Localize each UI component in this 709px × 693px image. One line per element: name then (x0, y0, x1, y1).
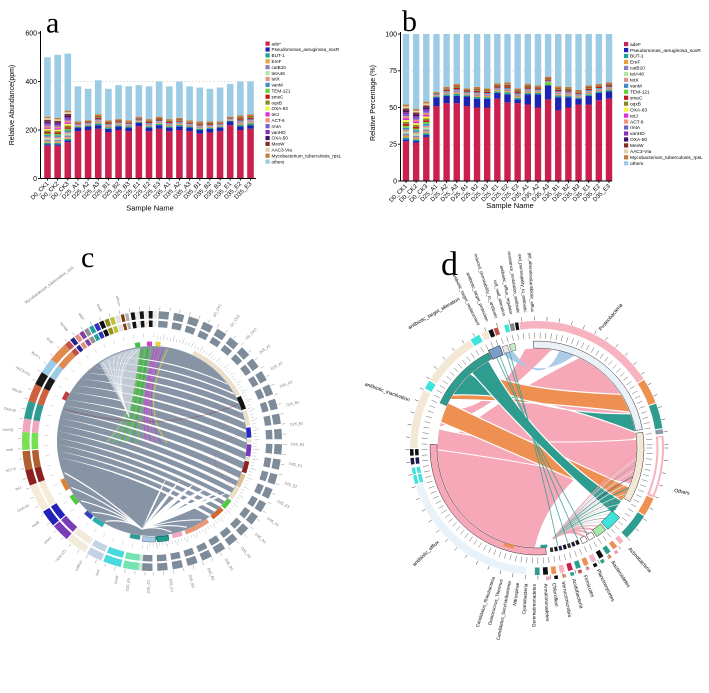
svg-text:BUT-1: BUT-1 (272, 53, 285, 58)
svg-text:rmtA: rmtA (630, 125, 641, 131)
svg-text:c: c (81, 241, 94, 274)
svg-text:ade*: ade* (272, 41, 282, 46)
svg-text:oqxB: oqxB (630, 101, 641, 107)
svg-text:EreF: EreF (630, 60, 640, 66)
svg-text:Mycobacterium_tuberculosis_rps: Mycobacterium_tuberculosis_rpsL (630, 155, 703, 161)
svg-text:0: 0 (393, 178, 397, 185)
svg-text:TEM-121: TEM-121 (630, 90, 650, 96)
svg-text:smeC: smeC (272, 94, 285, 99)
svg-text:vanHD: vanHD (272, 130, 287, 135)
svg-text:EreF: EreF (272, 59, 282, 64)
svg-text:smeC: smeC (630, 95, 643, 101)
svg-text:25: 25 (389, 142, 397, 149)
svg-text:Sample Name: Sample Name (126, 204, 174, 213)
svg-text:Sample Name: Sample Name (486, 201, 534, 210)
svg-text:Gemmatimonadetes: Gemmatimonadetes (531, 583, 537, 627)
svg-text:tetJ: tetJ (272, 112, 279, 117)
svg-text:ACT-6: ACT-6 (272, 118, 285, 123)
svg-text:AAC3-VIa: AAC3-VIa (272, 148, 293, 153)
svg-text:600: 600 (25, 30, 37, 37)
svg-text:ACT-6: ACT-6 (630, 119, 644, 125)
svg-text:200: 200 (25, 127, 37, 134)
svg-text:OXA-50: OXA-50 (630, 137, 647, 143)
svg-text:others: others (272, 159, 285, 164)
svg-text:adeF: adeF (630, 42, 641, 48)
svg-text:TEM-121: TEM-121 (272, 89, 291, 94)
svg-text:tetA46: tetA46 (630, 72, 644, 78)
svg-text:vanHD: vanHD (630, 131, 645, 137)
svg-text:100: 100 (385, 31, 397, 38)
svg-text:MexW: MexW (272, 142, 286, 147)
svg-text:50: 50 (389, 105, 397, 112)
svg-text:rmtA: rmtA (272, 124, 283, 129)
svg-text:catB10: catB10 (630, 66, 645, 72)
svg-text:tetA46: tetA46 (272, 71, 286, 76)
svg-text:OXA-50: OXA-50 (272, 136, 289, 141)
svg-text:OXA-63: OXA-63 (630, 107, 647, 113)
svg-text:Mycobacterium_tuberculosis_rps: Mycobacterium_tuberculosis_rpsL (272, 153, 342, 158)
svg-text:vanHD: vanHD (2, 428, 14, 433)
svg-text:BUT-1: BUT-1 (630, 54, 644, 60)
svg-text:catB10: catB10 (272, 65, 287, 70)
svg-text:Relative Percentage (%): Relative Percentage (%) (370, 65, 377, 141)
svg-text:D25_B3: D25_B3 (291, 442, 304, 446)
svg-text:MexW: MexW (630, 143, 644, 149)
svg-text:75: 75 (389, 68, 397, 75)
svg-text:vanM: vanM (630, 84, 642, 90)
svg-text:rmtA: rmtA (6, 448, 14, 453)
svg-text:0: 0 (33, 176, 37, 183)
svg-text:400: 400 (25, 79, 37, 86)
svg-text:oqxB: oqxB (272, 100, 282, 105)
svg-text:D35_E2: D35_E2 (147, 580, 151, 593)
svg-text:others: others (630, 161, 644, 167)
svg-text:OXA-63: OXA-63 (272, 106, 289, 111)
svg-text:tetX: tetX (272, 77, 280, 82)
svg-text:AAC3-VIa: AAC3-VIa (630, 149, 652, 155)
svg-text:tetX: tetX (630, 78, 639, 84)
svg-text:Pseudomonas_aeruginosa_soxR: Pseudomonas_aeruginosa_soxR (272, 47, 340, 52)
svg-text:b: b (402, 5, 417, 38)
svg-text:Pseudomonas_aeruginosa_soxR: Pseudomonas_aeruginosa_soxR (630, 48, 701, 54)
svg-text:tetJ: tetJ (630, 113, 638, 119)
svg-text:vanM: vanM (272, 83, 283, 88)
svg-text:a: a (46, 7, 59, 40)
svg-text:Relative Abundance(ppm): Relative Abundance(ppm) (9, 65, 16, 146)
